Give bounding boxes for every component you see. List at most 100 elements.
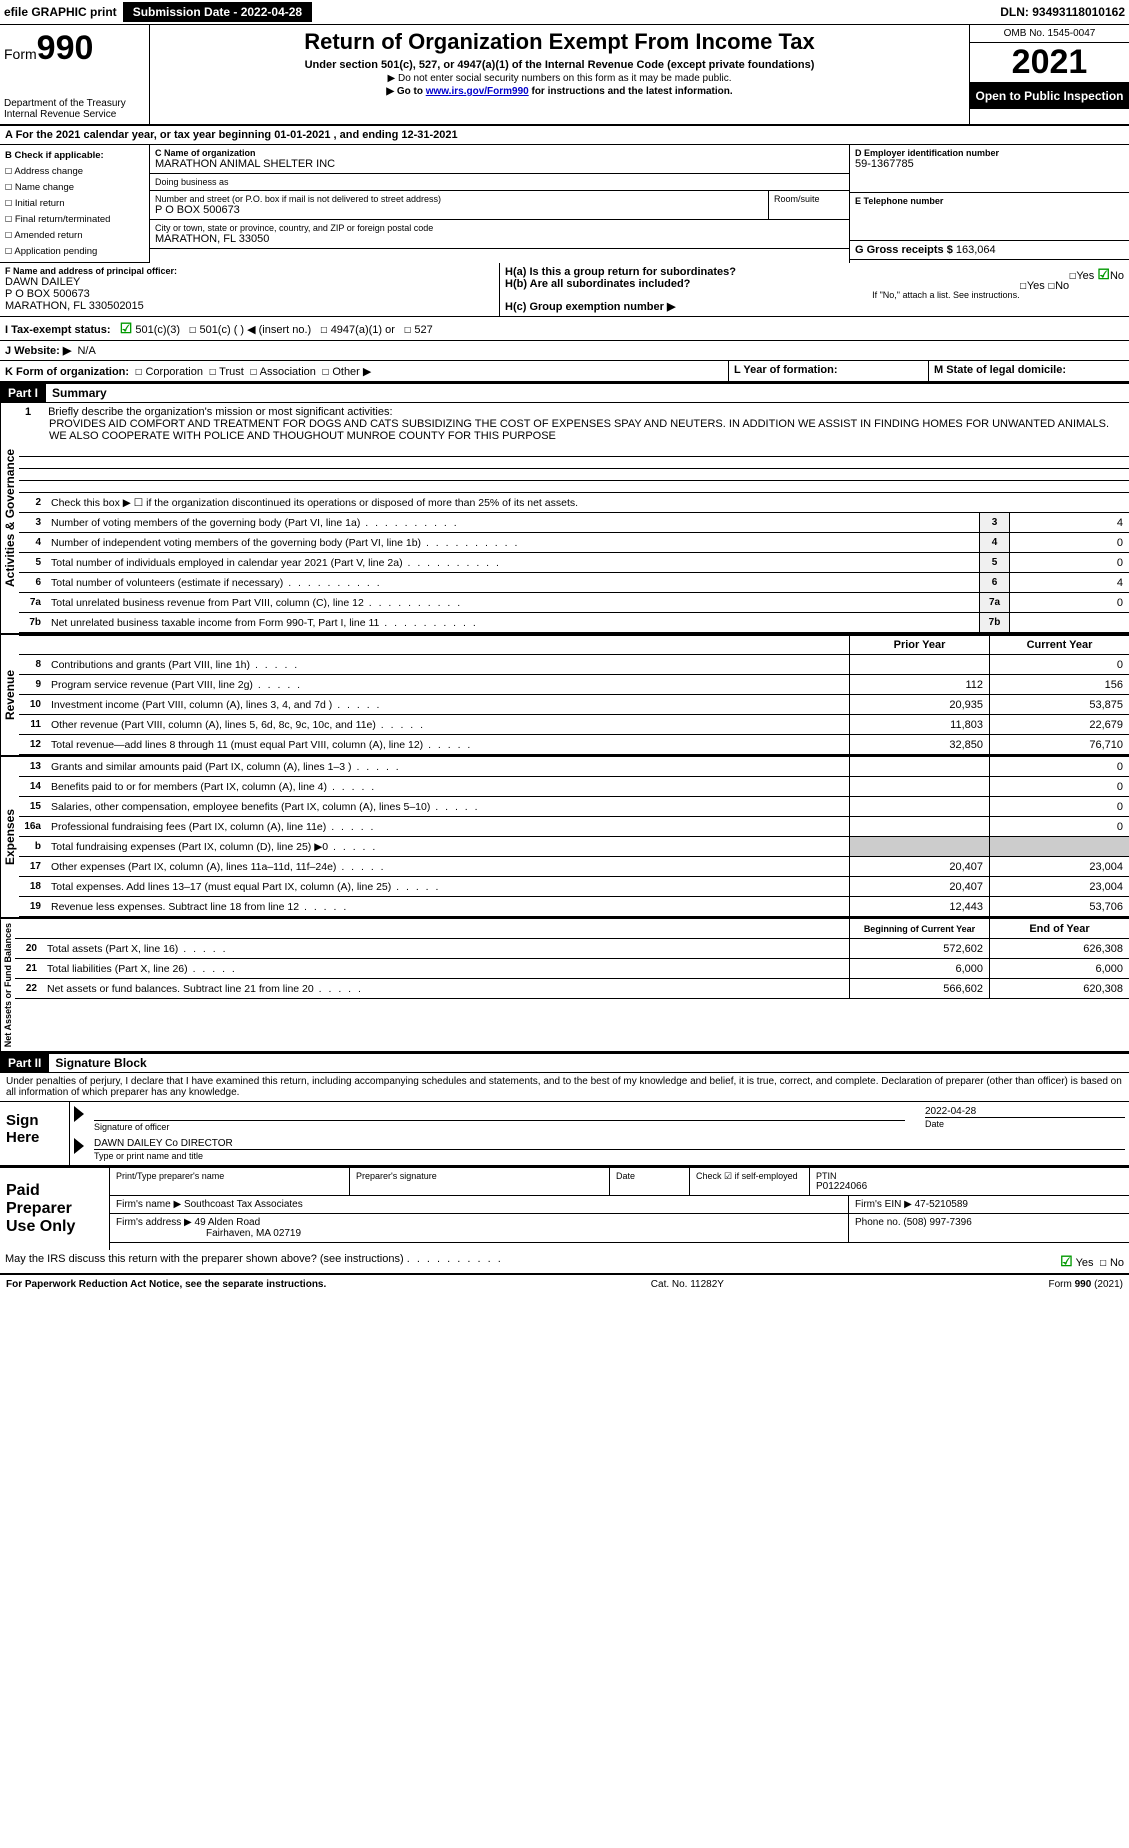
chk-trust[interactable]: ☐ [209, 364, 216, 378]
line-box: 3 [979, 513, 1009, 532]
line-current: 23,004 [989, 857, 1129, 876]
sign-here-row: Sign Here Signature of officer 2022-04-2… [0, 1102, 1129, 1166]
h-b-yes[interactable]: ☐ [1020, 278, 1027, 292]
firm-addr1-value: 49 Alden Road [195, 1217, 261, 1228]
line-prior [849, 797, 989, 816]
line-desc: Other expenses (Part IX, column (A), lin… [47, 859, 849, 875]
chk-name-change[interactable]: ☐ Name change [5, 179, 144, 193]
line-desc: Benefits paid to or for members (Part IX… [47, 779, 849, 795]
preparer-grid: Print/Type preparer's name Preparer's si… [110, 1168, 1129, 1250]
prep-h-check[interactable]: Check ☑ if self-employed [696, 1171, 803, 1182]
website-value: N/A [77, 345, 95, 357]
chk-527[interactable]: ☐ [404, 322, 411, 336]
chk-assoc[interactable]: ☐ [250, 364, 257, 378]
line-desc: Grants and similar amounts paid (Part IX… [47, 759, 849, 775]
f-h-block: F Name and address of principal officer:… [0, 263, 1129, 317]
line-box: 7b [979, 613, 1009, 632]
part1-header: Part I [0, 384, 46, 402]
line-num: 12 [19, 739, 47, 750]
d-e-g-block: D Employer identification number 59-1367… [849, 145, 1129, 263]
section-m-label: M State of legal domicile: [934, 364, 1066, 376]
line-num: 22 [15, 983, 43, 994]
line-desc: Contributions and grants (Part VIII, lin… [47, 657, 849, 673]
efile-label: efile GRAPHIC print [4, 5, 117, 19]
chk-501c[interactable]: ☐ [189, 322, 196, 336]
form-number: Form990 [4, 29, 145, 68]
gov-vlabel: Activities & Governance [0, 403, 19, 633]
chk-application-pending[interactable]: ☐ Application pending [5, 243, 144, 257]
line-prior: 11,803 [849, 715, 989, 734]
section-g-label: G Gross receipts $ [855, 244, 953, 256]
addr-label: Number and street (or P.O. box if mail i… [155, 194, 763, 204]
section-b-label: B Check if applicable: [5, 150, 144, 161]
section-c: C Name of organization MARATHON ANIMAL S… [150, 145, 849, 263]
line-num: 16a [19, 821, 47, 832]
line-current: 626,308 [989, 939, 1129, 958]
part1-title: Summary [46, 386, 107, 400]
line-current: 620,308 [989, 979, 1129, 998]
net-body: Beginning of Current Year End of Year 20… [15, 919, 1129, 1051]
chk-501c3[interactable]: ☑ [120, 320, 133, 337]
chk-initial-return[interactable]: ☐ Initial return [5, 195, 144, 209]
rev-vlabel: Revenue [0, 635, 19, 755]
line-current: 53,706 [989, 897, 1129, 916]
note-link-suffix: for instructions and the latest informat… [529, 86, 733, 97]
gov-line-7a: 7aTotal unrelated business revenue from … [19, 593, 1129, 613]
chk-final-return[interactable]: ☐ Final return/terminated [5, 211, 144, 225]
mission-line-1 [19, 445, 1129, 457]
chk-4947[interactable]: ☐ [320, 322, 327, 336]
firm-addr-label: Firm's address ▶ [116, 1217, 192, 1228]
line-17: 17Other expenses (Part IX, column (A), l… [19, 857, 1129, 877]
sig-name-val: DAWN DAILEY Co DIRECTOR [94, 1138, 1125, 1149]
exp-vlabel: Expenses [0, 757, 19, 917]
line-prior: 32,850 [849, 735, 989, 754]
col-end: End of Year [989, 919, 1129, 938]
note-link: ▶ Go to www.irs.gov/Form990 for instruct… [158, 86, 961, 97]
line-box: 7a [979, 593, 1009, 612]
irs-link[interactable]: www.irs.gov/Form990 [426, 86, 529, 97]
h-a-no-check[interactable]: ☑ [1097, 266, 1110, 283]
line-current: 0 [989, 655, 1129, 674]
h-b-no[interactable]: ☐ [1048, 278, 1055, 292]
line-prior: 20,407 [849, 857, 989, 876]
section-l-label: L Year of formation: [734, 364, 838, 376]
line-num: 19 [19, 901, 47, 912]
line-20: 20Total assets (Part X, line 16)572,6026… [15, 939, 1129, 959]
line-num: 6 [19, 577, 47, 588]
line-current: 0 [989, 777, 1129, 796]
line-val [1009, 613, 1129, 632]
line-box: 5 [979, 553, 1009, 572]
gov-line-4: 4Number of independent voting members of… [19, 533, 1129, 553]
phone-value: (508) 997-7396 [903, 1217, 971, 1228]
discuss-no-check[interactable]: ☐ [1100, 1255, 1107, 1269]
chk-corp[interactable]: ☐ [135, 364, 142, 378]
line-prior: 6,000 [849, 959, 989, 978]
line-current: 0 [989, 817, 1129, 836]
line-val: 0 [1009, 533, 1129, 552]
chk-address-change[interactable]: ☐ Address change [5, 163, 144, 177]
chk-other[interactable]: ☐ [322, 364, 329, 378]
firm-name-value: Southcoast Tax Associates [184, 1199, 303, 1210]
line-num: 15 [19, 801, 47, 812]
gov-line-6: 6Total number of volunteers (estimate if… [19, 573, 1129, 593]
chk-amended-return[interactable]: ☐ Amended return [5, 227, 144, 241]
org-name: MARATHON ANIMAL SHELTER INC [155, 158, 844, 170]
line-current: 0 [989, 757, 1129, 776]
line-num: 8 [19, 659, 47, 670]
h-b-label: H(b) Are all subordinates included? [505, 278, 690, 290]
line-desc: Total expenses. Add lines 13–17 (must eq… [47, 879, 849, 895]
line-desc: Total revenue—add lines 8 through 11 (mu… [47, 737, 849, 753]
line-prior: 20,935 [849, 695, 989, 714]
h-a-label: H(a) Is this a group return for subordin… [505, 266, 736, 278]
mission-line-3 [19, 469, 1129, 481]
line-prior: 20,407 [849, 877, 989, 896]
line-desc: Total unrelated business revenue from Pa… [47, 595, 979, 611]
part2-header: Part II [0, 1054, 49, 1072]
submission-date-button[interactable]: Submission Date - 2022-04-28 [123, 2, 312, 22]
top-bar: efile GRAPHIC print Submission Date - 20… [0, 0, 1129, 25]
discuss-yes-check[interactable]: ☑ [1060, 1253, 1073, 1270]
line-num: 17 [19, 861, 47, 872]
line-num: 3 [19, 517, 47, 528]
period-row: A For the 2021 calendar year, or tax yea… [0, 126, 1129, 145]
line-num: b [19, 841, 47, 852]
